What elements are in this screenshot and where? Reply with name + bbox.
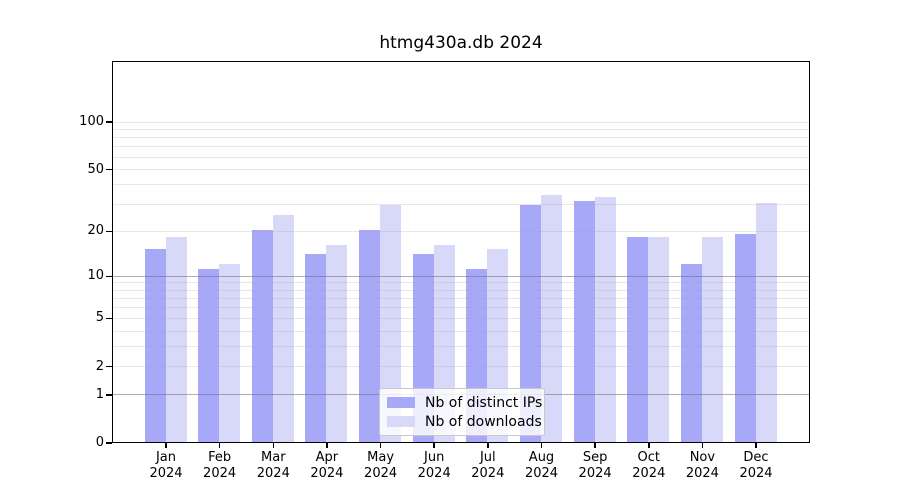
gridline-minor xyxy=(113,317,809,319)
x-tick-label-apr: Apr 2024 xyxy=(310,450,344,481)
bar-ips-may xyxy=(359,230,381,442)
x-tick-label-feb: Feb 2024 xyxy=(203,450,237,481)
bar-ips-jan xyxy=(144,249,166,442)
gridline-minor xyxy=(113,156,809,158)
y-tick-label: 100 xyxy=(79,114,104,129)
y-tick xyxy=(106,317,112,320)
bar-ips-aug xyxy=(519,205,541,442)
bar-downloads-nov xyxy=(701,237,723,442)
x-tick xyxy=(648,443,650,448)
y-tick-label: 1 xyxy=(95,386,104,402)
y-tick-label: 20 xyxy=(87,223,104,239)
gridline-minor xyxy=(113,307,809,309)
gridline-minor xyxy=(113,330,809,332)
x-tick-label-may: May 2024 xyxy=(364,450,398,481)
x-tick-label-aug: Aug 2024 xyxy=(524,450,559,481)
x-tick xyxy=(379,443,382,448)
x-tick xyxy=(701,443,704,448)
bar-ips-feb xyxy=(198,269,220,442)
y-tick-label: 5 xyxy=(95,310,104,326)
x-tick-label-nov: Nov 2024 xyxy=(685,450,719,481)
y-tick-label: 0 xyxy=(95,435,104,450)
gridline-minor xyxy=(113,146,809,147)
bar-downloads-mar xyxy=(272,215,294,442)
x-tick-label-jun: Jun 2024 xyxy=(417,450,451,481)
bar-downloads-may xyxy=(380,205,402,442)
gridline-minor xyxy=(113,136,809,138)
legend-item-downloads: Nb of downloads xyxy=(387,414,544,430)
x-tick xyxy=(755,443,757,448)
x-tick xyxy=(540,443,543,448)
x-tick xyxy=(218,443,221,448)
y-tick xyxy=(106,230,112,232)
bar-downloads-oct xyxy=(648,237,670,442)
x-tick-label-sep: Sep 2024 xyxy=(578,450,612,481)
gridline-major xyxy=(113,275,809,277)
chart-title: htmg430a.db 2024 xyxy=(379,33,543,53)
y-tick xyxy=(106,442,112,444)
gridline-minor xyxy=(113,184,809,186)
bar-downloads-dec xyxy=(755,203,777,442)
legend-swatch-downloads xyxy=(387,416,415,427)
y-tick xyxy=(106,365,112,368)
bar-ips-dec xyxy=(734,233,756,442)
bar-ips-sep xyxy=(573,200,595,442)
bar-ips-oct xyxy=(627,237,649,442)
x-tick xyxy=(326,443,328,448)
x-tick xyxy=(594,443,596,448)
x-tick-label-jul: Jul 2024 xyxy=(471,450,505,481)
x-tick-label-dec: Dec 2024 xyxy=(739,450,773,481)
legend-label-downloads: Nb of downloads xyxy=(425,413,542,430)
gridline-minor xyxy=(113,346,809,348)
gridline-minor xyxy=(113,366,809,368)
gridline-minor xyxy=(113,289,809,291)
legend-item-distinct-ips: Nb of distinct IPs xyxy=(387,395,544,411)
gridline-minor xyxy=(113,297,809,299)
x-tick-label-mar: Mar 2024 xyxy=(256,450,290,481)
gridline-minor xyxy=(113,121,809,123)
x-tick xyxy=(433,443,435,448)
x-tick xyxy=(272,443,274,448)
y-tick-label: 10 xyxy=(87,268,104,284)
x-tick-label-oct: Oct 2024 xyxy=(632,450,666,481)
gridline-minor xyxy=(113,169,809,170)
x-tick xyxy=(487,443,489,448)
bar-downloads-feb xyxy=(219,263,241,442)
bar-ips-nov xyxy=(680,263,702,442)
bar-ips-mar xyxy=(251,230,273,442)
gridline-minor xyxy=(113,230,809,232)
gridline-minor xyxy=(113,203,809,205)
y-tick xyxy=(106,275,112,277)
bar-downloads-sep xyxy=(594,196,616,442)
x-tick-label-jan: Jan 2024 xyxy=(149,450,183,481)
y-tick-label: 50 xyxy=(87,161,104,177)
x-tick xyxy=(165,443,167,448)
y-tick xyxy=(106,394,112,396)
bar-downloads-apr xyxy=(326,244,348,442)
gridline-minor xyxy=(113,282,809,284)
y-tick xyxy=(106,121,112,123)
legend-swatch-ips xyxy=(387,397,415,408)
y-tick-label: 2 xyxy=(95,358,104,374)
bar-downloads-aug xyxy=(540,194,562,442)
plot-area xyxy=(112,61,810,443)
gridline-minor xyxy=(113,128,809,130)
bar-downloads-jan xyxy=(165,237,187,442)
legend-label-ips: Nb of distinct IPs xyxy=(425,394,543,411)
y-tick xyxy=(106,168,112,171)
legend: Nb of distinct IPs Nb of downloads xyxy=(379,388,545,436)
